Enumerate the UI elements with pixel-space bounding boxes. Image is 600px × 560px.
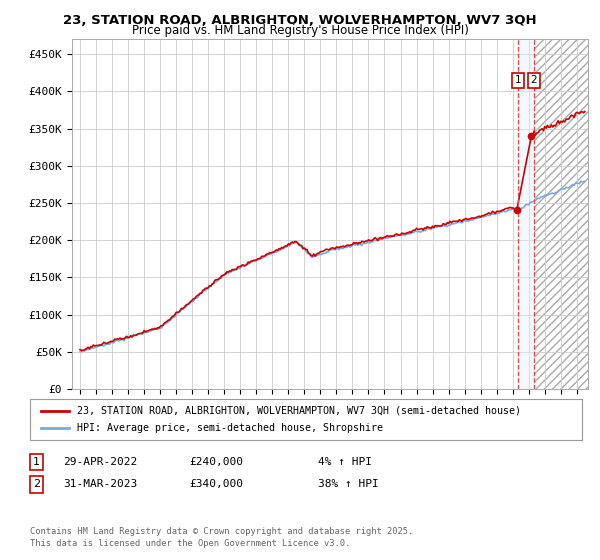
Bar bbox=[534, 39, 588, 389]
Bar bbox=[518, 39, 534, 389]
Text: 1: 1 bbox=[515, 75, 521, 85]
Text: 4% ↑ HPI: 4% ↑ HPI bbox=[318, 457, 372, 467]
Text: 38% ↑ HPI: 38% ↑ HPI bbox=[318, 479, 379, 489]
Text: £240,000: £240,000 bbox=[189, 457, 243, 467]
Text: 29-APR-2022: 29-APR-2022 bbox=[63, 457, 137, 467]
Text: 2: 2 bbox=[33, 479, 40, 489]
Text: 2: 2 bbox=[530, 75, 538, 85]
Text: 23, STATION ROAD, ALBRIGHTON, WOLVERHAMPTON, WV7 3QH: 23, STATION ROAD, ALBRIGHTON, WOLVERHAMP… bbox=[63, 14, 537, 27]
Bar bbox=[534, 39, 588, 389]
Text: Price paid vs. HM Land Registry's House Price Index (HPI): Price paid vs. HM Land Registry's House … bbox=[131, 24, 469, 37]
Text: 23, STATION ROAD, ALBRIGHTON, WOLVERHAMPTON, WV7 3QH (semi-detached house): 23, STATION ROAD, ALBRIGHTON, WOLVERHAMP… bbox=[77, 405, 521, 416]
Text: £340,000: £340,000 bbox=[189, 479, 243, 489]
Text: 1: 1 bbox=[33, 457, 40, 467]
Text: 31-MAR-2023: 31-MAR-2023 bbox=[63, 479, 137, 489]
Text: Contains HM Land Registry data © Crown copyright and database right 2025.
This d: Contains HM Land Registry data © Crown c… bbox=[30, 527, 413, 548]
Text: HPI: Average price, semi-detached house, Shropshire: HPI: Average price, semi-detached house,… bbox=[77, 423, 383, 433]
